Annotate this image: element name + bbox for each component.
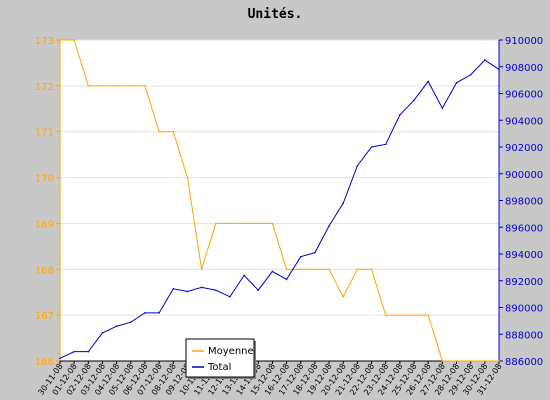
axes: 166 167 168 169 170 171 172 173 886000 888000 8900… [35, 36, 543, 397]
right-axis-tick-label: 906000 [505, 90, 543, 101]
data-point-moyenne [484, 360, 486, 362]
data-point-total [314, 251, 316, 254]
series-line-moyenne [60, 39, 499, 362]
left-axis-tick-label: 173 [35, 36, 54, 47]
data-point-moyenne [101, 85, 104, 87]
right-axis-tick-label: 910000 [505, 36, 543, 47]
data-point-moyenne [342, 296, 345, 298]
data-point-moyenne [172, 130, 175, 133]
data-point-moyenne [441, 360, 444, 362]
data-point-total [115, 325, 118, 328]
data-point-moyenne [427, 314, 429, 316]
data-point-moyenne [285, 268, 288, 271]
legend-label-total: Total [207, 362, 231, 373]
data-point-moyenne [314, 268, 316, 271]
right-axis-tick-label: 898000 [505, 197, 543, 208]
right-axis-tick-label: 886000 [505, 357, 543, 368]
data-point-total [370, 146, 373, 148]
left-axis-tick-label: 172 [35, 82, 54, 93]
data-point-total [384, 143, 387, 146]
data-point-total [186, 290, 189, 293]
right-axis-tick-label: 896000 [505, 223, 543, 234]
data-point-total [271, 270, 274, 273]
data-point-moyenne [229, 222, 231, 225]
data-point-total [243, 274, 245, 277]
data-point-total [356, 164, 359, 167]
data-point-total [229, 296, 231, 298]
data-point-total [101, 332, 104, 334]
data-point-moyenne [87, 85, 90, 87]
plot-area [60, 40, 499, 361]
chart-title: Unités. [248, 7, 303, 22]
right-axis-tick-label: 908000 [505, 63, 543, 74]
left-axis-tick-label: 166 [35, 357, 54, 368]
data-point-moyenne [186, 176, 189, 179]
data-point-total [172, 287, 175, 290]
data-point-moyenne [328, 268, 330, 271]
data-point-moyenne [370, 268, 373, 271]
right-axis-tick-label: 892000 [505, 277, 543, 288]
right-axis-tick-label: 890000 [505, 304, 543, 315]
data-point-moyenne [130, 85, 132, 87]
right-axis-tick-label: 888000 [505, 330, 543, 341]
data-point-moyenne [356, 268, 359, 271]
data-point-moyenne [243, 222, 245, 225]
data-point-total [455, 82, 458, 84]
data-point-total [87, 350, 90, 353]
data-point-moyenne [413, 314, 415, 316]
series-line-total [59, 59, 500, 359]
data-point-total [399, 114, 401, 116]
data-point-moyenne [469, 360, 472, 362]
right-axis-tick-label: 894000 [505, 250, 543, 261]
data-point-total [484, 59, 486, 61]
left-axis-tick-label: 167 [35, 311, 54, 322]
data-point-moyenne [399, 314, 401, 316]
legend-box [185, 338, 255, 378]
data-point-total [214, 289, 217, 291]
legend: Moyenne Total [185, 338, 256, 379]
data-point-total [158, 312, 160, 314]
data-point-moyenne [200, 268, 203, 271]
data-point-total [285, 278, 288, 281]
data-point-moyenne [299, 268, 302, 271]
left-axis-tick-label: 168 [35, 265, 54, 276]
data-point-total [257, 289, 260, 291]
data-point-moyenne [144, 85, 146, 87]
right-axis-tick-label: 904000 [505, 116, 543, 127]
data-point-moyenne [271, 222, 274, 225]
data-point-total [144, 312, 146, 314]
data-point-total [441, 107, 444, 110]
data-point-moyenne [384, 314, 387, 316]
data-point-total [413, 99, 415, 101]
data-point-total [200, 286, 203, 289]
data-point-total [427, 80, 429, 83]
data-point-total [469, 73, 472, 76]
left-axis-tick-label: 171 [35, 128, 54, 139]
right-axis-tick-label: 902000 [505, 143, 543, 154]
data-point-moyenne [73, 39, 75, 41]
data-point-moyenne [257, 222, 260, 225]
data-point-moyenne [158, 130, 160, 133]
data-point-total [498, 68, 500, 71]
left-axis-tick-label: 169 [35, 219, 54, 230]
data-point-moyenne [455, 360, 458, 362]
data-point-moyenne [59, 39, 61, 41]
data-point-total [328, 225, 330, 227]
left-axis-tick-label: 170 [35, 174, 54, 185]
data-point-total [299, 255, 302, 258]
series-layer [59, 39, 500, 362]
data-point-moyenne [498, 360, 500, 362]
data-point-total [130, 321, 132, 324]
data-point-total [59, 357, 61, 360]
data-point-moyenne [214, 222, 217, 225]
data-point-total [73, 350, 75, 353]
legend-label-moyenne: Moyenne [208, 346, 254, 357]
right-axis-tick-label: 900000 [505, 170, 543, 181]
data-point-total [342, 202, 345, 204]
data-point-moyenne [115, 85, 118, 87]
